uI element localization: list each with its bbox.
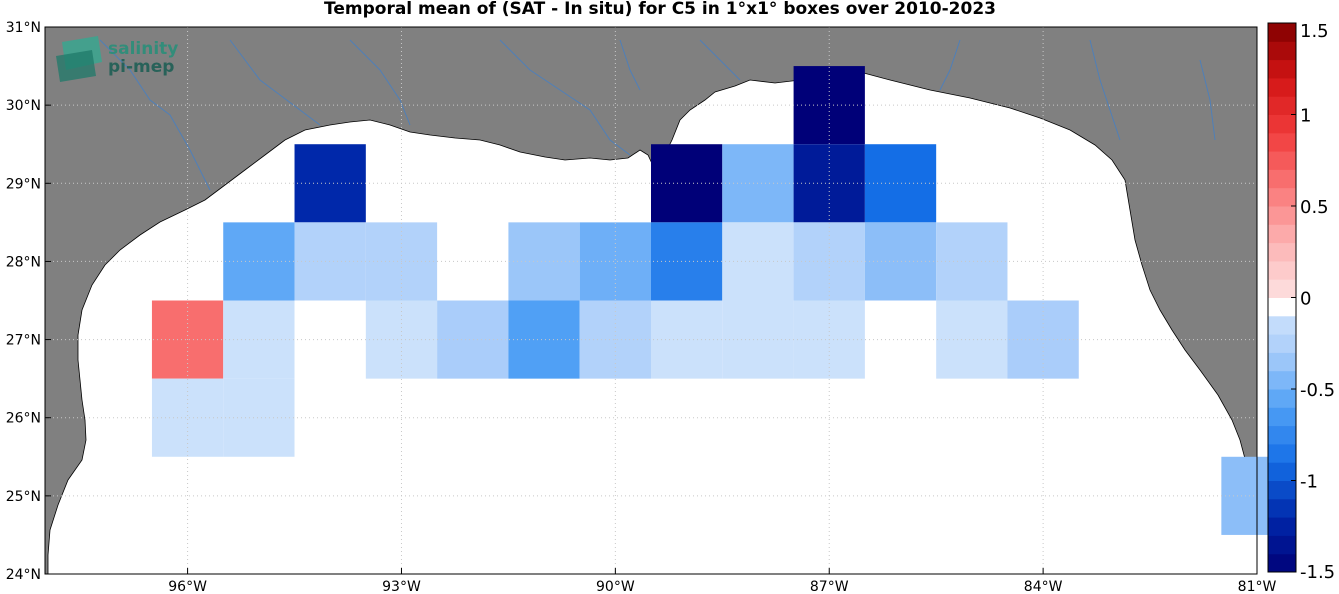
data-cell (864, 222, 937, 301)
colorbar-band (1268, 297, 1296, 317)
colorbar-band (1268, 206, 1296, 225)
colorbar-tick-label: 1 (1300, 106, 1311, 127)
y-tick-label: 24°N (6, 567, 41, 583)
coastline-land (44, 26, 1258, 575)
y-tick-label: 26°N (6, 411, 41, 427)
colorbar-band (1268, 224, 1296, 244)
colorbar-band (1268, 23, 1296, 42)
river (99, 39, 211, 191)
data-cell (651, 222, 723, 301)
colorbar-band (1268, 407, 1296, 427)
y-tick-label: 30°N (6, 98, 41, 114)
colorbar-tick-label: 0 (1300, 289, 1311, 310)
colorbar-band (1268, 114, 1296, 134)
river (499, 39, 631, 156)
colorbar-tick-label: 1.5 (1300, 21, 1329, 42)
x-axis: 96°W 93°W 90°W 87°W 84°W 81°W (168, 568, 1276, 594)
colorbar-band (1268, 352, 1296, 372)
colorbar-tick-label: 0.5 (1300, 197, 1329, 218)
x-tick-label: 96°W (168, 579, 207, 594)
river (229, 39, 321, 126)
river (1089, 39, 1121, 141)
data-cell (223, 222, 295, 301)
x-tick-label: 90°W (596, 579, 635, 594)
x-tick-label: 81°W (1238, 579, 1277, 594)
x-tick-label: 87°W (810, 579, 849, 594)
colorbar-band (1268, 187, 1296, 207)
salinity-pi-mep-logo: salinity pi-mep (56, 36, 178, 82)
river (939, 39, 961, 91)
data-cell (223, 378, 295, 457)
colorbar-band (1268, 77, 1296, 97)
river (1199, 59, 1216, 141)
colorbar-band (1268, 389, 1296, 408)
x-tick-label: 93°W (382, 579, 421, 594)
colorbar-band (1268, 41, 1296, 61)
data-cell (936, 300, 1008, 379)
y-tick-label: 25°N (6, 489, 41, 505)
y-tick-label: 28°N (6, 254, 41, 270)
colorbar-band (1268, 260, 1296, 280)
data-cell (651, 300, 723, 379)
logo-text-line1: salinity (108, 39, 178, 59)
colorbar: 1.5 1 0.5 0 -0.5 -1 -1.5 (1267, 21, 1335, 583)
data-cell (864, 144, 937, 223)
data-cell (508, 300, 580, 379)
data-cell (579, 222, 651, 301)
y-tick-label: 31°N (6, 20, 41, 36)
colorbar-band (1268, 462, 1296, 481)
colorbar-band (1268, 553, 1296, 573)
colorbar-band (1268, 96, 1296, 115)
colorbar-tick-label: -1.5 (1300, 562, 1335, 583)
colorbar-band (1268, 334, 1296, 353)
data-cell (508, 222, 580, 301)
y-tick-label: 27°N (6, 333, 41, 349)
chart-title: Temporal mean of (SAT - In situ) for C5 … (324, 0, 996, 19)
colorbar-band (1268, 370, 1296, 390)
logo-text-line2: pi-mep (108, 57, 174, 77)
colorbar-band (1268, 151, 1296, 170)
colorbar-band (1268, 517, 1296, 536)
map-frame (44, 26, 1258, 575)
colorbar-band (1268, 169, 1296, 189)
colorbar-band (1268, 443, 1296, 463)
colorbar-band (1268, 242, 1296, 262)
rivers (99, 39, 1216, 191)
colorbar-band (1268, 315, 1296, 335)
y-axis: 24°N 25°N 26°N 27°N 28°N 29°N 30°N 31°N (6, 20, 51, 583)
data-cell (223, 300, 295, 379)
river (619, 39, 641, 91)
colorbar-band (1268, 132, 1296, 152)
river (349, 39, 411, 126)
map-plot-area: 96°W 93°W 90°W 87°W 84°W 81°W 24°N 25°N 26°N 27°… (6, 20, 1293, 594)
colorbar-ticks: 1.5 1 0.5 0 -0.5 -1 -1.5 (1291, 21, 1335, 583)
colorbar-band (1268, 480, 1296, 500)
colorbar-band (1268, 279, 1296, 298)
colorbar-tick-label: -1 (1300, 472, 1318, 493)
colorbar-bands (1268, 23, 1296, 573)
colorbar-band (1268, 498, 1296, 518)
colorbar-band (1268, 535, 1296, 555)
data-cell (151, 378, 224, 457)
data-cell (651, 144, 723, 223)
colorbar-band (1268, 425, 1296, 445)
colorbar-band (1268, 59, 1296, 79)
colorbar-tick-label: -0.5 (1300, 380, 1335, 401)
y-tick-label: 29°N (6, 176, 41, 192)
logo-mark-shadow (56, 50, 96, 82)
river (699, 39, 741, 81)
x-tick-label: 84°W (1024, 579, 1063, 594)
data-cell (936, 222, 1008, 301)
